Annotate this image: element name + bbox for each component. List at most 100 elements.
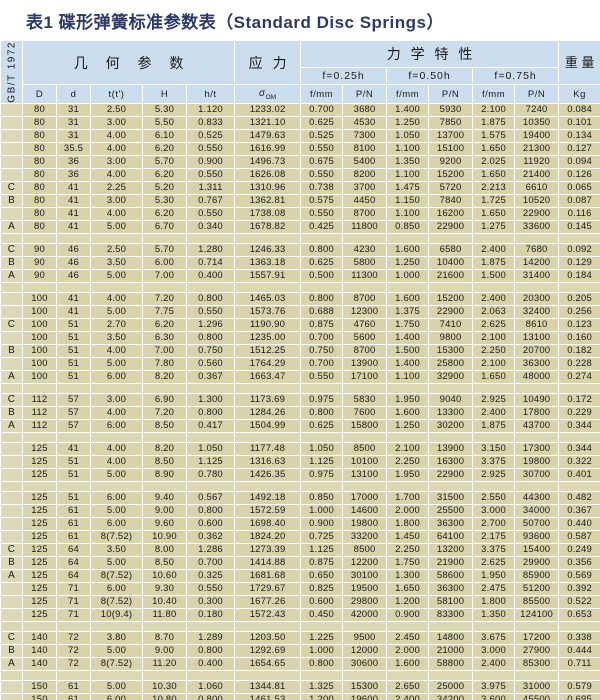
cell-height: 6.20	[142, 141, 187, 156]
cell-f-025h: 0.550	[300, 206, 344, 221]
cell-f-050h: 2.250	[386, 542, 430, 557]
table-row[interactable]: B 112 57 4.00 7.20 0.800 1284.26 0.800 7600 1.600…	[0, 405, 600, 420]
cell-class	[0, 154, 23, 169]
cell-f-075h: 1.800	[472, 594, 516, 609]
table-row[interactable]: 125 71 8(7.52) 10.40 0.300 1677.26 0.600 29800 1…	[0, 594, 600, 609]
spacer-cell	[472, 480, 516, 492]
spacer-cell	[56, 480, 91, 492]
table-row[interactable]: 125 61 5.00 9.00 0.800 1572.59 1.000 14600 2.000…	[0, 503, 600, 518]
spacer-cell	[185, 382, 236, 394]
cell-f-050h: 1.100	[386, 167, 430, 182]
table-row[interactable]: 100 51 5.00 7.80 0.560 1764.29 0.700 13900 1.400…	[0, 356, 600, 371]
table-row[interactable]: 80 41 4.00 6.20 0.550 1738.08 0.550 8700 1.100 16…	[0, 206, 600, 221]
cell-f-025h: 1.225	[300, 630, 344, 645]
col-header-f1: f/mm	[300, 84, 344, 104]
table-row[interactable]: A 100 51 6.00 8.20 0.367 1663.47 0.550 17100 1.10…	[0, 369, 600, 384]
table-row[interactable]: C 140 72 3.80 8.70 1.289 1203.50 1.225 9500 2.450…	[0, 630, 600, 645]
table-row[interactable]: A 112 57 6.00 8.50 0.417 1504.99 0.625 15800 1.25…	[0, 418, 600, 433]
cell-class	[0, 291, 23, 306]
spacer-cell	[0, 382, 23, 394]
cell-f-025h: 0.450	[300, 607, 344, 622]
table-row[interactable]: 80 36 3.00 5.70 0.900 1496.73 0.675 5400 1.350 92…	[0, 154, 600, 169]
table-row[interactable]: 125 51 6.00 9.40 0.567 1492.18 0.850 17000 1.700…	[0, 490, 600, 505]
table-row[interactable]: 125 51 5.00 8.90 0.780 1426.35 0.975 13100 1.950…	[0, 467, 600, 482]
table-row[interactable]: 80 31 2.50 5.30 1.120 1233.02 0.700 3680 1.400 59…	[0, 102, 600, 117]
table-row[interactable]: 80 36 4.00 6.20 0.550 1626.08 0.550 8200 1.100 15…	[0, 167, 600, 182]
spacer-cell	[0, 281, 23, 293]
cell-height: 8.90	[142, 467, 187, 482]
cell-f-025h: 0.625	[300, 115, 344, 130]
table-row[interactable]: C 100 51 2.70 6.20 1.296 1190.90 0.875 4760 1.750…	[0, 317, 600, 332]
group-spacer-row	[0, 232, 600, 244]
cell-weight: 0.695	[558, 692, 600, 700]
spacer-cell	[300, 232, 344, 244]
table-row[interactable]: 125 71 10(9.4) 11.80 0.180 1572.43 0.450 42000 0…	[0, 607, 600, 622]
table-row[interactable]: 125 51 4.00 8.50 1.125 1316.63 1.125 10100 2.250…	[0, 454, 600, 469]
cell-height: 8.20	[142, 441, 187, 456]
group-spacer-row	[0, 431, 600, 443]
table-row[interactable]: 100 41 4.00 7.20 0.800 1465.03 0.800 8700 1.600 1…	[0, 291, 600, 306]
cell-p-025h: 11300	[342, 268, 388, 283]
cell-f-050h: 1.100	[386, 369, 430, 384]
cell-weight: 0.116	[558, 206, 600, 221]
table-row[interactable]: C 90 46 2.50 5.70 1.280 1246.33 0.800 4230 1.600 6…	[0, 242, 600, 257]
cell-height: 7.75	[142, 304, 187, 319]
table-row[interactable]: B 125 64 5.00 8.50 0.700 1414.88 0.875 12200 1.75…	[0, 555, 600, 570]
table-row[interactable]: 100 51 3.50 6.30 0.800 1235.00 0.700 5600 1.400 9…	[0, 330, 600, 345]
spacer-cell	[300, 281, 344, 293]
table-row[interactable]: 80 31 4.00 6.10 0.525 1479.63 0.525 7300 1.050 13…	[0, 128, 600, 143]
cell-f-075h: 3.000	[472, 503, 516, 518]
table-row[interactable]: 80 35.5 4.00 6.20 0.550 1616.99 0.550 8100 1.100…	[0, 141, 600, 156]
table-row[interactable]: 150 61 5.00 10.30 1.060 1344.81 1.325 15300 2.65…	[0, 679, 600, 694]
cell-p-025h: 8200	[342, 167, 388, 182]
col-header-f3: f/mm	[472, 84, 516, 104]
table-row[interactable]: 125 61 8(7.52) 10.90 0.362 1824.20 0.725 33200 1…	[0, 529, 600, 544]
cell-weight: 0.401	[558, 467, 600, 482]
cell-outer-dia: 112	[22, 392, 57, 407]
cell-f-050h: 2.650	[386, 679, 430, 694]
cell-inner-dia: 41	[56, 206, 91, 221]
cell-h-over-t: 0.833	[185, 115, 236, 130]
cell-stress: 1572.43	[234, 607, 302, 622]
table-row[interactable]: A 90 46 5.00 7.00 0.400 1557.91 0.500 11300 1.000…	[0, 268, 600, 283]
cell-p-025h: 8100	[342, 141, 388, 156]
cell-stress: 1678.82	[234, 219, 302, 234]
cell-f-075h: 2.100	[472, 356, 516, 371]
table-row[interactable]: B 90 46 3.50 6.00 0.714 1363.18 0.625 5800 1.250 1…	[0, 255, 600, 270]
table-row[interactable]: 125 41 4.00 8.20 1.050 1177.48 1.050 8500 2.100 1…	[0, 441, 600, 456]
table-row[interactable]: B 80 41 3.00 5.30 0.767 1362.81 0.575 4450 1.150 7…	[0, 193, 600, 208]
cell-inner-dia: 51	[56, 330, 91, 345]
table-row[interactable]: 100 41 5.00 7.75 0.550 1573.76 0.688 12300 1.375…	[0, 304, 600, 319]
table-row[interactable]: 80 31 3.00 5.50 0.833 1321.10 0.625 4530 1.250 78…	[0, 115, 600, 130]
cell-h-over-t: 0.550	[185, 141, 236, 156]
cell-stress: 1626.08	[234, 167, 302, 182]
cell-h-over-t: 0.400	[185, 268, 236, 283]
table-row[interactable]: A 125 64 8(7.52) 10.60 0.325 1681.68 0.650 30100…	[0, 568, 600, 583]
cell-f-025h: 0.900	[300, 516, 344, 531]
cell-inner-dia: 41	[56, 304, 91, 319]
table-row[interactable]: C 125 64 3.50 8.00 1.286 1273.39 1.125 8500 2.250…	[0, 542, 600, 557]
cell-f-075h: 2.100	[472, 330, 516, 345]
table-row[interactable]: A 80 41 5.00 6.70 0.340 1678.82 0.425 11800 0.850…	[0, 219, 600, 234]
cell-p-075h: 34000	[514, 503, 560, 518]
table-row[interactable]: C 80 41 2.25 5.20 1.311 1310.96 0.738 3700 1.475 5…	[0, 180, 600, 195]
cell-thickness: 3.50	[90, 255, 143, 270]
table-row[interactable]: B 100 51 4.00 7.00 0.750 1512.25 0.750 8700 1.500…	[0, 343, 600, 358]
cell-f-050h: 1.600	[386, 242, 430, 257]
cell-inner-dia: 61	[56, 503, 91, 518]
table-row[interactable]: 150 61 6.00 10.80 0.800 1461.53 1.200 19600 2.40…	[0, 692, 600, 700]
cell-height: 9.00	[142, 643, 187, 658]
spacer-cell	[514, 382, 560, 394]
table-row[interactable]: C 112 57 3.00 6.90 1.300 1173.69 0.975 5830 1.950…	[0, 392, 600, 407]
cell-weight: 0.182	[558, 343, 600, 358]
page-title: 表1 碟形弹簧标准参数表（Standard Disc Springs）	[26, 12, 444, 32]
cell-p-025h: 9500	[342, 630, 388, 645]
cell-h-over-t: 0.800	[185, 291, 236, 306]
cell-class: B	[0, 255, 23, 270]
table-row[interactable]: B 140 72 5.00 9.00 0.800 1292.69 1.000 12000 2.00…	[0, 643, 600, 658]
cell-p-025h: 10100	[342, 454, 388, 469]
table-row[interactable]: 125 61 6.00 9.60 0.600 1698.40 0.900 19800 1.800…	[0, 516, 600, 531]
table-row[interactable]: A 140 72 8(7.52) 11.20 0.400 1654.65 0.800 30600…	[0, 656, 600, 671]
table-row[interactable]: 125 71 6.00 9.30 0.550 1729.67 0.825 19500 1.650…	[0, 581, 600, 596]
cell-p-025h: 15800	[342, 418, 388, 433]
